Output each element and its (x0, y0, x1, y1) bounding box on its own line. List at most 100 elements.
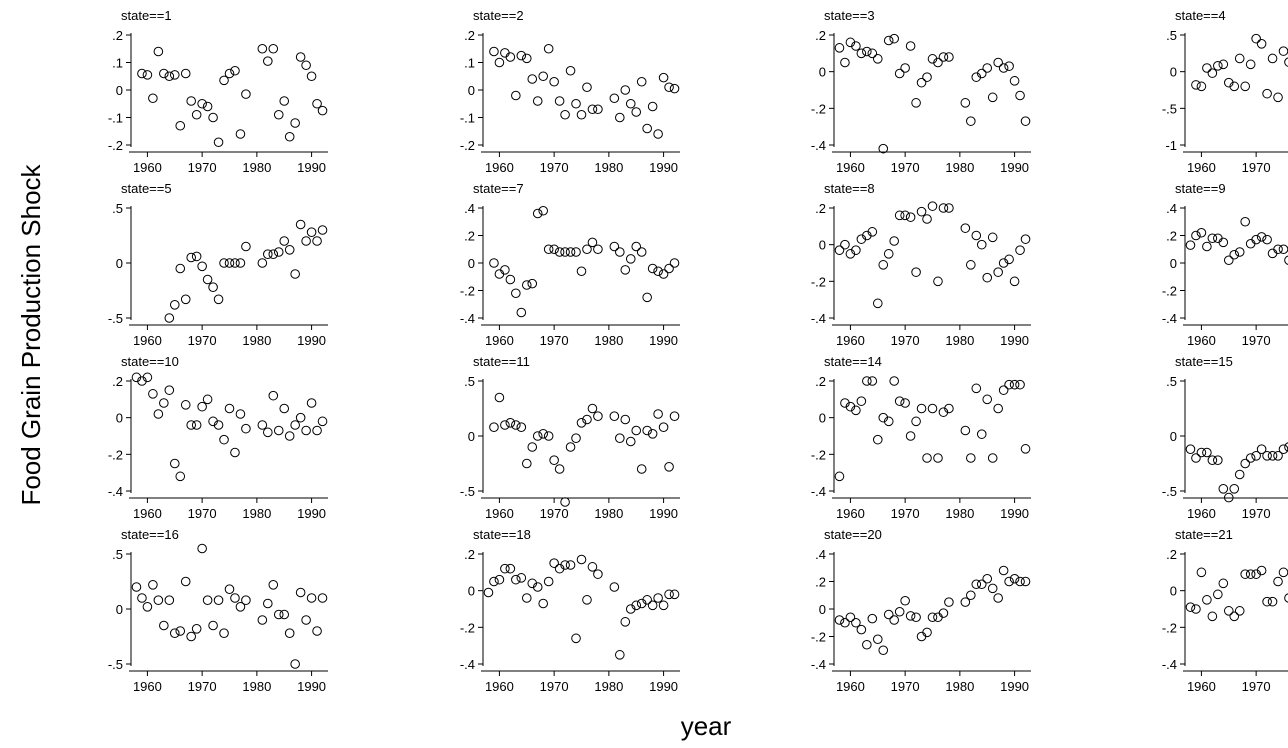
x-tick-label: 1960 (485, 333, 514, 348)
data-point (862, 639, 872, 650)
data-point (625, 436, 636, 447)
data-point (966, 453, 976, 463)
data-point (609, 93, 620, 104)
data-point (658, 422, 669, 433)
panel: state==4.50-.5-11960197019801990 (1162, 8, 1288, 175)
data-point (279, 609, 290, 620)
x-tick-label: 1960 (1187, 333, 1216, 348)
data-point (856, 234, 867, 244)
data-point (653, 266, 663, 277)
data-point (916, 77, 927, 88)
data-point (1196, 81, 1207, 92)
data-point (834, 615, 845, 625)
data-point (521, 593, 532, 603)
data-point (900, 63, 910, 73)
x-tick-label: 1970 (1242, 506, 1271, 521)
data-point (175, 626, 186, 636)
data-point (966, 116, 976, 126)
data-point (971, 383, 982, 394)
data-point (1267, 53, 1278, 64)
data-point (164, 595, 175, 606)
data-point (516, 50, 527, 61)
data-point (1207, 611, 1218, 622)
data-point (1267, 248, 1278, 259)
data-point (933, 276, 943, 287)
data-point (159, 620, 169, 631)
data-point (1223, 255, 1234, 266)
data-point (565, 65, 576, 76)
data-point (191, 109, 202, 120)
data-point (169, 458, 180, 469)
data-point (971, 579, 982, 590)
data-point (532, 208, 543, 219)
y-tick-label: .2 (815, 374, 826, 389)
data-point (1202, 595, 1212, 605)
data-point (851, 245, 861, 255)
data-point (620, 617, 631, 627)
x-tick-label: 1960 (1187, 160, 1216, 175)
data-point (1251, 234, 1261, 245)
y-tick-label: 0 (468, 429, 475, 444)
data-point (489, 258, 499, 268)
data-point (647, 600, 658, 611)
data-point (998, 63, 1009, 73)
data-point (982, 394, 993, 405)
data-point (213, 294, 224, 305)
data-point (142, 602, 153, 612)
data-point (856, 624, 867, 635)
data-point (845, 612, 856, 623)
y-tick-label: -.4 (460, 311, 475, 326)
x-tick-label: 1980 (242, 333, 271, 348)
data-point (987, 92, 998, 103)
y-tick-label: 0 (819, 411, 826, 426)
y-tick-label: -.4 (811, 311, 826, 326)
data-point (202, 274, 213, 285)
data-point (1256, 39, 1267, 49)
x-tick-label: 1970 (891, 506, 920, 521)
y-tick-label: .2 (1166, 229, 1177, 244)
x-tick-label: 1970 (540, 160, 569, 175)
y-tick-label: 0 (116, 83, 123, 98)
x-tick-label: 1970 (188, 333, 217, 348)
data-point (960, 425, 971, 436)
data-point (1015, 379, 1025, 390)
data-point (159, 68, 169, 79)
data-point (180, 68, 191, 79)
data-point (549, 455, 559, 466)
data-point (878, 412, 889, 423)
data-point (560, 560, 570, 570)
data-point (834, 245, 845, 255)
x-tick-label: 1960 (485, 506, 514, 521)
x-tick-label: 1980 (594, 160, 623, 175)
data-point (543, 576, 554, 587)
data-point (593, 244, 603, 255)
data-point (295, 52, 306, 62)
data-point (911, 267, 921, 277)
data-point (284, 628, 295, 639)
data-point (312, 425, 322, 436)
data-point (631, 600, 642, 611)
data-point (960, 98, 971, 108)
data-point (230, 447, 240, 458)
data-point (191, 624, 202, 634)
data-point (500, 563, 510, 574)
data-point (911, 98, 921, 108)
data-point (933, 453, 943, 463)
data-point (894, 396, 905, 406)
y-tick-label: .2 (1166, 547, 1177, 562)
data-point (883, 249, 894, 259)
data-point (615, 433, 625, 444)
data-point (494, 57, 505, 68)
data-point (263, 598, 273, 609)
data-point (625, 98, 636, 109)
data-point (295, 587, 306, 598)
data-point (911, 612, 921, 623)
data-point (213, 595, 224, 606)
x-tick-label: 1960 (836, 333, 865, 348)
y-tick-label: -.2 (811, 630, 826, 645)
data-point (279, 96, 290, 106)
y-tick-label: 0 (468, 83, 475, 98)
y-tick-label: 0 (468, 256, 475, 271)
data-point (960, 223, 971, 233)
